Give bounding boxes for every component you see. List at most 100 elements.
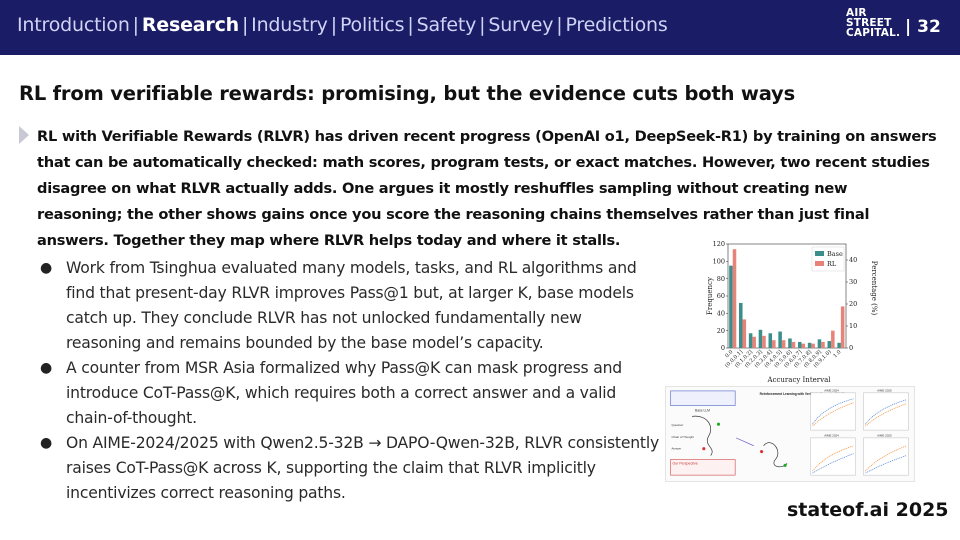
brand-logo-line: AIR xyxy=(846,7,867,19)
bar-rl xyxy=(752,336,756,348)
bar-rl xyxy=(801,343,806,348)
bar-base xyxy=(739,302,743,348)
nav-separator: | xyxy=(132,14,139,36)
brand-logo-line: STREET xyxy=(846,17,892,29)
legend-swatch xyxy=(815,261,824,266)
y-axis-label: Frequency xyxy=(706,277,714,315)
mini-curve-line xyxy=(865,445,907,472)
figure-label: Chain of Thought xyxy=(672,435,695,439)
nav-item-politics[interactable]: Politics xyxy=(339,14,405,36)
legend-label: RL xyxy=(827,260,837,268)
marker-dot xyxy=(760,450,764,454)
bullet-text: On AIME-2024/2025 with Qwen2.5-32B → DAP… xyxy=(66,434,659,502)
bar-rl xyxy=(840,306,845,348)
mini-panel-title: AIME 2024 xyxy=(824,388,839,392)
nav-separator: | xyxy=(241,14,249,36)
mini-curve-line xyxy=(865,455,907,474)
y-tick-label: 20 xyxy=(717,327,725,335)
y-tick-label: 120 xyxy=(713,240,725,248)
bullet-list: ● Work from Tsinghua evaluated many model… xyxy=(40,256,660,506)
bar-base xyxy=(748,333,753,348)
bullet-dot-icon: ● xyxy=(40,260,53,276)
bullet-dot-icon: ● xyxy=(40,435,53,451)
bar-rl xyxy=(781,340,786,348)
bar-base xyxy=(778,331,782,348)
figure-label: Answer xyxy=(672,447,682,451)
bar-base xyxy=(817,339,822,348)
bar-rl xyxy=(762,335,766,348)
bar-rl xyxy=(821,341,825,348)
chevron-right-icon xyxy=(19,126,29,144)
mini-curve-line xyxy=(812,398,854,425)
bar-base xyxy=(827,341,832,348)
arrow-line xyxy=(736,437,754,447)
bullet-item: ● Work from Tsinghua evaluated many model… xyxy=(40,256,660,356)
mini-panel-title: AIME 2025 xyxy=(877,388,892,392)
nav-separator: | xyxy=(330,14,337,36)
lead-paragraph: RL with Verifiable Rewards (RLVR) has dr… xyxy=(37,128,937,249)
y2-axis-label: Percentage (%) xyxy=(870,261,878,316)
x-tick-label: 0.0 xyxy=(724,349,734,359)
y-tick-label: 0 xyxy=(721,344,725,352)
accuracy-histogram-chart: 0204060801001200102030400.0(0.0,0.1](0.1… xyxy=(706,240,878,384)
x-tick-label: 1.0 xyxy=(832,349,842,359)
nav-item-predictions[interactable]: Predictions xyxy=(565,14,668,36)
figure-label: Base LLM xyxy=(695,408,710,412)
marker-dot xyxy=(702,447,706,451)
section-nav: Introduction | Research | Industry | Politics |… xyxy=(17,14,668,36)
top-bar: Introduction | Research | Industry | Politics |… xyxy=(0,0,960,55)
x-axis-label: Accuracy Interval xyxy=(767,376,832,384)
bar-rl xyxy=(742,319,747,348)
bar-base xyxy=(807,342,812,348)
nav-item-introduction[interactable]: Introduction xyxy=(17,14,130,36)
marker-dot xyxy=(783,463,787,467)
bar-base xyxy=(788,338,792,348)
y2-tick-label: 10 xyxy=(849,322,857,330)
bar-base xyxy=(798,341,802,348)
bar-rl xyxy=(772,340,776,348)
nav-item-research[interactable]: Research xyxy=(141,14,239,36)
nav-item-industry[interactable]: Industry xyxy=(251,14,328,36)
mini-curve-line xyxy=(865,399,907,425)
nav-separator: | xyxy=(556,14,563,36)
bullet-item: ● A counter from MSR Asia formalized why … xyxy=(40,356,660,431)
y-tick-label: 100 xyxy=(713,258,725,266)
mini-curve-line xyxy=(812,402,854,427)
mini-panel-title: AIME 2024 xyxy=(824,433,839,437)
mini-panel xyxy=(863,392,909,431)
y-tick-label: 60 xyxy=(717,292,725,300)
brand-logo: AIR STREET CAPITAL. xyxy=(846,7,900,39)
mini-panel xyxy=(863,437,909,476)
bar-base xyxy=(768,333,773,348)
reasoning-path-line xyxy=(692,415,713,456)
bullet-text: Work from Tsinghua evaluated many models… xyxy=(66,259,637,352)
nav-separator: | xyxy=(407,14,414,36)
nav-separator: | xyxy=(479,14,486,36)
y2-tick-label: 0 xyxy=(849,344,853,352)
footer-brand: stateof.ai 2025 xyxy=(787,499,949,521)
bullet-text: A counter from MSR Asia formalized why P… xyxy=(66,359,622,427)
bar-rl xyxy=(732,249,737,348)
figure-box xyxy=(670,459,736,476)
bullet-dot-icon: ● xyxy=(40,360,53,376)
page-number: | 32 xyxy=(905,17,941,37)
legend-label: Base xyxy=(827,250,843,258)
y-tick-label: 80 xyxy=(717,275,725,283)
legend-swatch xyxy=(815,251,824,256)
mini-curve-line xyxy=(812,453,854,474)
nav-item-survey[interactable]: Survey xyxy=(488,14,554,36)
cot-pass-figure: Our Perspective Base LLM Question Chain … xyxy=(665,386,915,482)
y2-tick-label: 40 xyxy=(849,256,857,264)
y2-tick-label: 20 xyxy=(849,300,857,308)
bar-rl xyxy=(831,330,835,348)
slide-title: RL from verifiable rewards: promising, b… xyxy=(19,82,795,105)
figure-note: Our Perspective xyxy=(673,461,698,465)
y-tick-label: 40 xyxy=(717,310,725,318)
mini-panel xyxy=(810,437,856,476)
bullet-item: ● On AIME-2024/2025 with Qwen2.5-32B → DA… xyxy=(40,431,660,506)
figure-label: Reinforcement Learning with Verifiable R… xyxy=(760,392,845,396)
bar-rl xyxy=(791,341,796,348)
reasoning-path-line xyxy=(763,442,788,468)
y2-tick-label: 30 xyxy=(849,278,857,286)
nav-item-safety[interactable]: Safety xyxy=(416,14,477,36)
